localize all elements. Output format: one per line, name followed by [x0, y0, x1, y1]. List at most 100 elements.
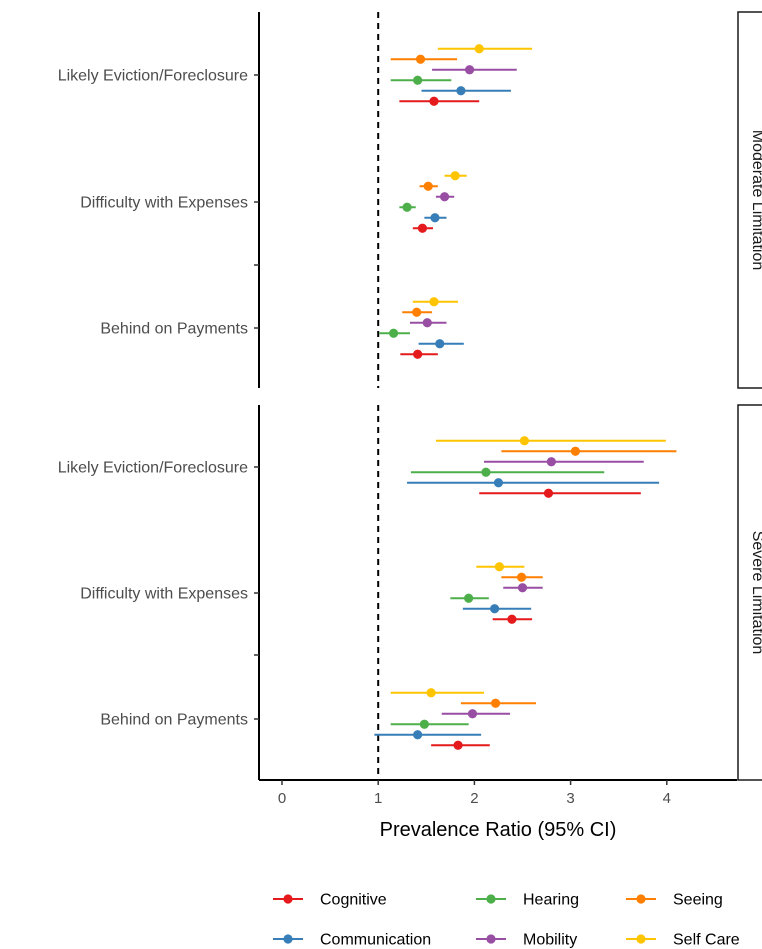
estimate-seeing [501, 572, 543, 582]
estimate-self-care [412, 297, 459, 307]
legend-item-cognitive: Cognitive [273, 892, 387, 909]
estimate-cognitive [492, 614, 533, 624]
point-estimate [412, 307, 422, 317]
point-estimate [423, 181, 433, 191]
legend-label: Hearing [523, 892, 579, 909]
legend-key-point [636, 934, 646, 944]
point-estimate [519, 436, 530, 446]
estimate-cognitive [431, 740, 490, 750]
point-estimate [415, 54, 426, 64]
point-estimate [413, 75, 423, 85]
legend-item-hearing: Hearing [476, 892, 579, 909]
legend: Cognitive Hearing Seeing Communication Mobil… [273, 892, 740, 949]
point-estimate [494, 562, 505, 572]
point-estimate [490, 604, 500, 614]
estimate-communication [407, 478, 660, 488]
estimate-mobility [441, 709, 510, 719]
category-label: Likely Eviction/Foreclosure [58, 68, 248, 85]
point-estimate [402, 202, 412, 212]
point-estimate [481, 467, 491, 477]
point-estimate [546, 457, 556, 467]
point-estimate [456, 86, 466, 96]
point-estimate [429, 297, 439, 307]
point-estimate [435, 339, 445, 349]
estimate-communication [462, 604, 532, 614]
point-estimate [388, 328, 399, 338]
legend-key-point [486, 934, 496, 944]
point-estimate [507, 614, 517, 624]
category-label: Difficulty with Expenses [80, 586, 248, 603]
point-estimate [517, 583, 528, 593]
point-estimate [429, 96, 439, 106]
estimate-communication [421, 86, 511, 96]
facet-label: Moderate Limitation [749, 130, 762, 271]
legend-key-point [283, 934, 293, 944]
point-estimate [450, 171, 460, 181]
point-estimate [417, 223, 428, 233]
estimate-mobility [484, 457, 644, 467]
point-estimate [490, 698, 501, 708]
estimate-self-care [390, 688, 485, 698]
estimate-hearing [390, 75, 452, 85]
x-tick-label: 0 [278, 790, 286, 807]
estimate-mobility [503, 583, 543, 593]
legend-label: Seeing [673, 892, 723, 909]
point-estimate [467, 709, 478, 719]
x-tick-label: 2 [470, 790, 478, 807]
legend-label: Mobility [523, 932, 577, 949]
legend-key-point [283, 894, 293, 904]
point-estimate [570, 446, 581, 456]
x-tick-label: 1 [374, 790, 382, 807]
x-axis: Prevalence Ratio (95% CI) 0 1 2 3 4 [259, 779, 737, 841]
estimate-hearing [379, 328, 410, 338]
estimate-cognitive [400, 349, 438, 359]
estimate-self-care [444, 171, 467, 181]
facet-strip: Severe Limitation [737, 404, 762, 781]
category-label: Behind on Payments [100, 712, 248, 729]
estimate-self-care [437, 44, 533, 54]
estimate-mobility [409, 318, 447, 328]
estimate-communication [418, 339, 464, 349]
estimate-hearing [450, 593, 489, 603]
panel-moderate-limitation: Likely Eviction/Foreclosure Difficulty wi… [58, 11, 762, 389]
point-estimate [422, 318, 432, 328]
point-estimate [493, 478, 504, 488]
estimate-mobility [435, 192, 455, 202]
estimate-self-care [476, 562, 525, 572]
estimate-seeing [419, 181, 438, 191]
facet-label: Severe Limitation [749, 531, 762, 655]
point-estimate [516, 572, 527, 582]
point-estimate [474, 44, 484, 54]
estimate-cognitive [399, 96, 480, 106]
estimate-hearing [399, 202, 416, 212]
panel-severe-limitation: Likely Eviction/Foreclosure Difficulty wi… [58, 404, 762, 781]
point-estimate [464, 593, 474, 603]
point-estimate [419, 719, 429, 729]
x-axis-title: Prevalence Ratio (95% CI) [380, 819, 617, 841]
legend-key-point [486, 894, 496, 904]
legend-label: Self Care [673, 932, 740, 949]
point-estimate [426, 688, 436, 698]
estimate-communication [424, 213, 447, 223]
point-estimate [413, 730, 423, 740]
legend-key-point [636, 894, 646, 904]
estimate-hearing [390, 719, 469, 729]
legend-label: Communication [320, 932, 431, 949]
point-estimate [543, 488, 554, 498]
category-label: Behind on Payments [100, 321, 248, 338]
panels-layer: Likely Eviction/Foreclosure Difficulty wi… [58, 11, 762, 781]
estimate-communication [374, 730, 482, 740]
estimate-seeing [390, 54, 458, 64]
legend-label: Cognitive [320, 892, 387, 909]
estimate-hearing [410, 467, 605, 477]
legend-item-self-care: Self Care [626, 932, 740, 949]
legend-item-mobility: Mobility [476, 932, 577, 949]
estimate-seeing [501, 446, 677, 456]
estimate-cognitive [479, 488, 641, 498]
estimate-seeing [460, 698, 536, 708]
category-label: Likely Eviction/Foreclosure [58, 460, 248, 477]
x-tick-label: 4 [663, 790, 671, 807]
estimate-seeing [402, 307, 433, 317]
legend-item-communication: Communication [273, 932, 431, 949]
